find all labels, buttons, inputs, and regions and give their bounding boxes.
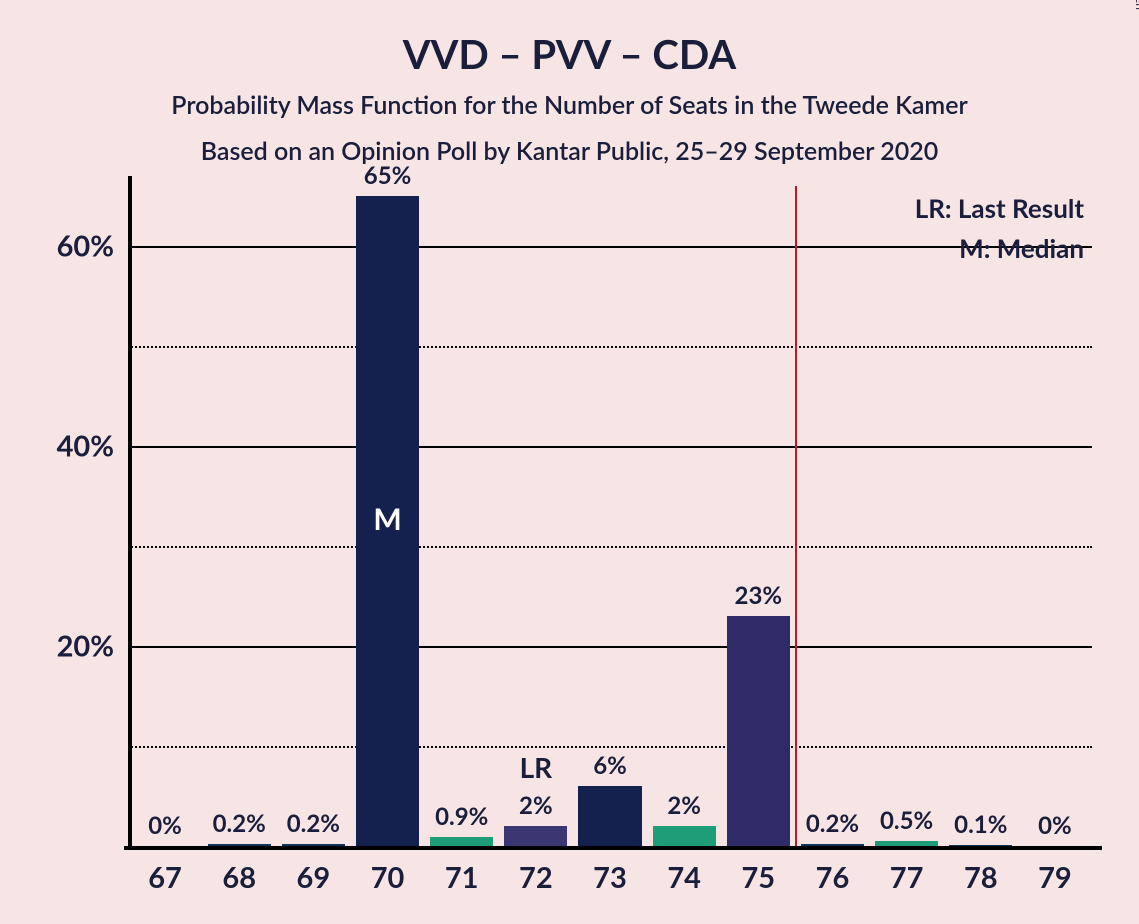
bar-value-label: 0.2% (287, 809, 340, 838)
bar-value-label: 2% (519, 791, 553, 820)
bar-value-label: 6% (593, 751, 627, 780)
legend-item: LR: Last Result (915, 192, 1084, 224)
bar (578, 786, 641, 846)
xtick-label: 71 (445, 846, 479, 895)
bar-value-label: 2% (667, 791, 701, 820)
gridline-minor (128, 546, 1092, 548)
bar-value-label: 0% (1038, 811, 1072, 840)
bar-value-label: 0.2% (213, 809, 266, 838)
gridline-minor (128, 346, 1092, 348)
chart-container: VVD – PVV – CDA Probability Mass Functio… (0, 0, 1139, 924)
bar (653, 826, 716, 846)
xtick-label: 67 (148, 846, 182, 895)
xtick-label: 68 (222, 846, 256, 895)
xtick-label: 70 (371, 846, 405, 895)
ytick-label: 40% (57, 429, 128, 464)
median-marker: M (373, 501, 401, 537)
bar (430, 837, 493, 846)
chart-title: VVD – PVV – CDA (0, 30, 1139, 78)
xtick-label: 72 (519, 846, 553, 895)
bar-value-label: 0% (148, 811, 182, 840)
copyright-text: © 2020 Filip van Laenen (1133, 0, 1139, 10)
xtick-label: 69 (297, 846, 331, 895)
xtick-label: 79 (1038, 846, 1072, 895)
gridline-major (128, 646, 1092, 648)
xtick-label: 75 (741, 846, 775, 895)
chart-subtitle-2: Based on an Opinion Poll by Kantar Publi… (0, 136, 1139, 166)
majority-line (795, 186, 797, 846)
xtick-label: 77 (890, 846, 924, 895)
gridline-major (128, 446, 1092, 448)
bar-value-label: 0.5% (880, 806, 933, 835)
xtick-label: 74 (667, 846, 701, 895)
chart-subtitle-1: Probability Mass Function for the Number… (0, 90, 1139, 120)
bar-value-label: 23% (735, 581, 783, 610)
gridline-major (128, 246, 1092, 248)
plot-area: 20%40%60%0%670.2%680.2%6965%700.9%712%72… (128, 186, 1092, 846)
x-axis-line (124, 846, 1102, 850)
bar-value-label: 0.9% (435, 802, 488, 831)
bar (727, 616, 790, 846)
xtick-label: 73 (593, 846, 627, 895)
legend-item: M: Median (959, 232, 1084, 264)
bar-value-label: 0.1% (954, 810, 1007, 839)
xtick-label: 78 (964, 846, 998, 895)
xtick-label: 76 (816, 846, 850, 895)
ytick-label: 60% (57, 229, 128, 264)
bar-value-label: 0.2% (806, 809, 859, 838)
bar (504, 826, 567, 846)
bar-value-label: 65% (364, 161, 412, 190)
y-axis-line (128, 176, 132, 846)
last-result-marker: LR (520, 750, 553, 784)
gridline-minor (128, 746, 1092, 748)
ytick-label: 20% (57, 629, 128, 664)
